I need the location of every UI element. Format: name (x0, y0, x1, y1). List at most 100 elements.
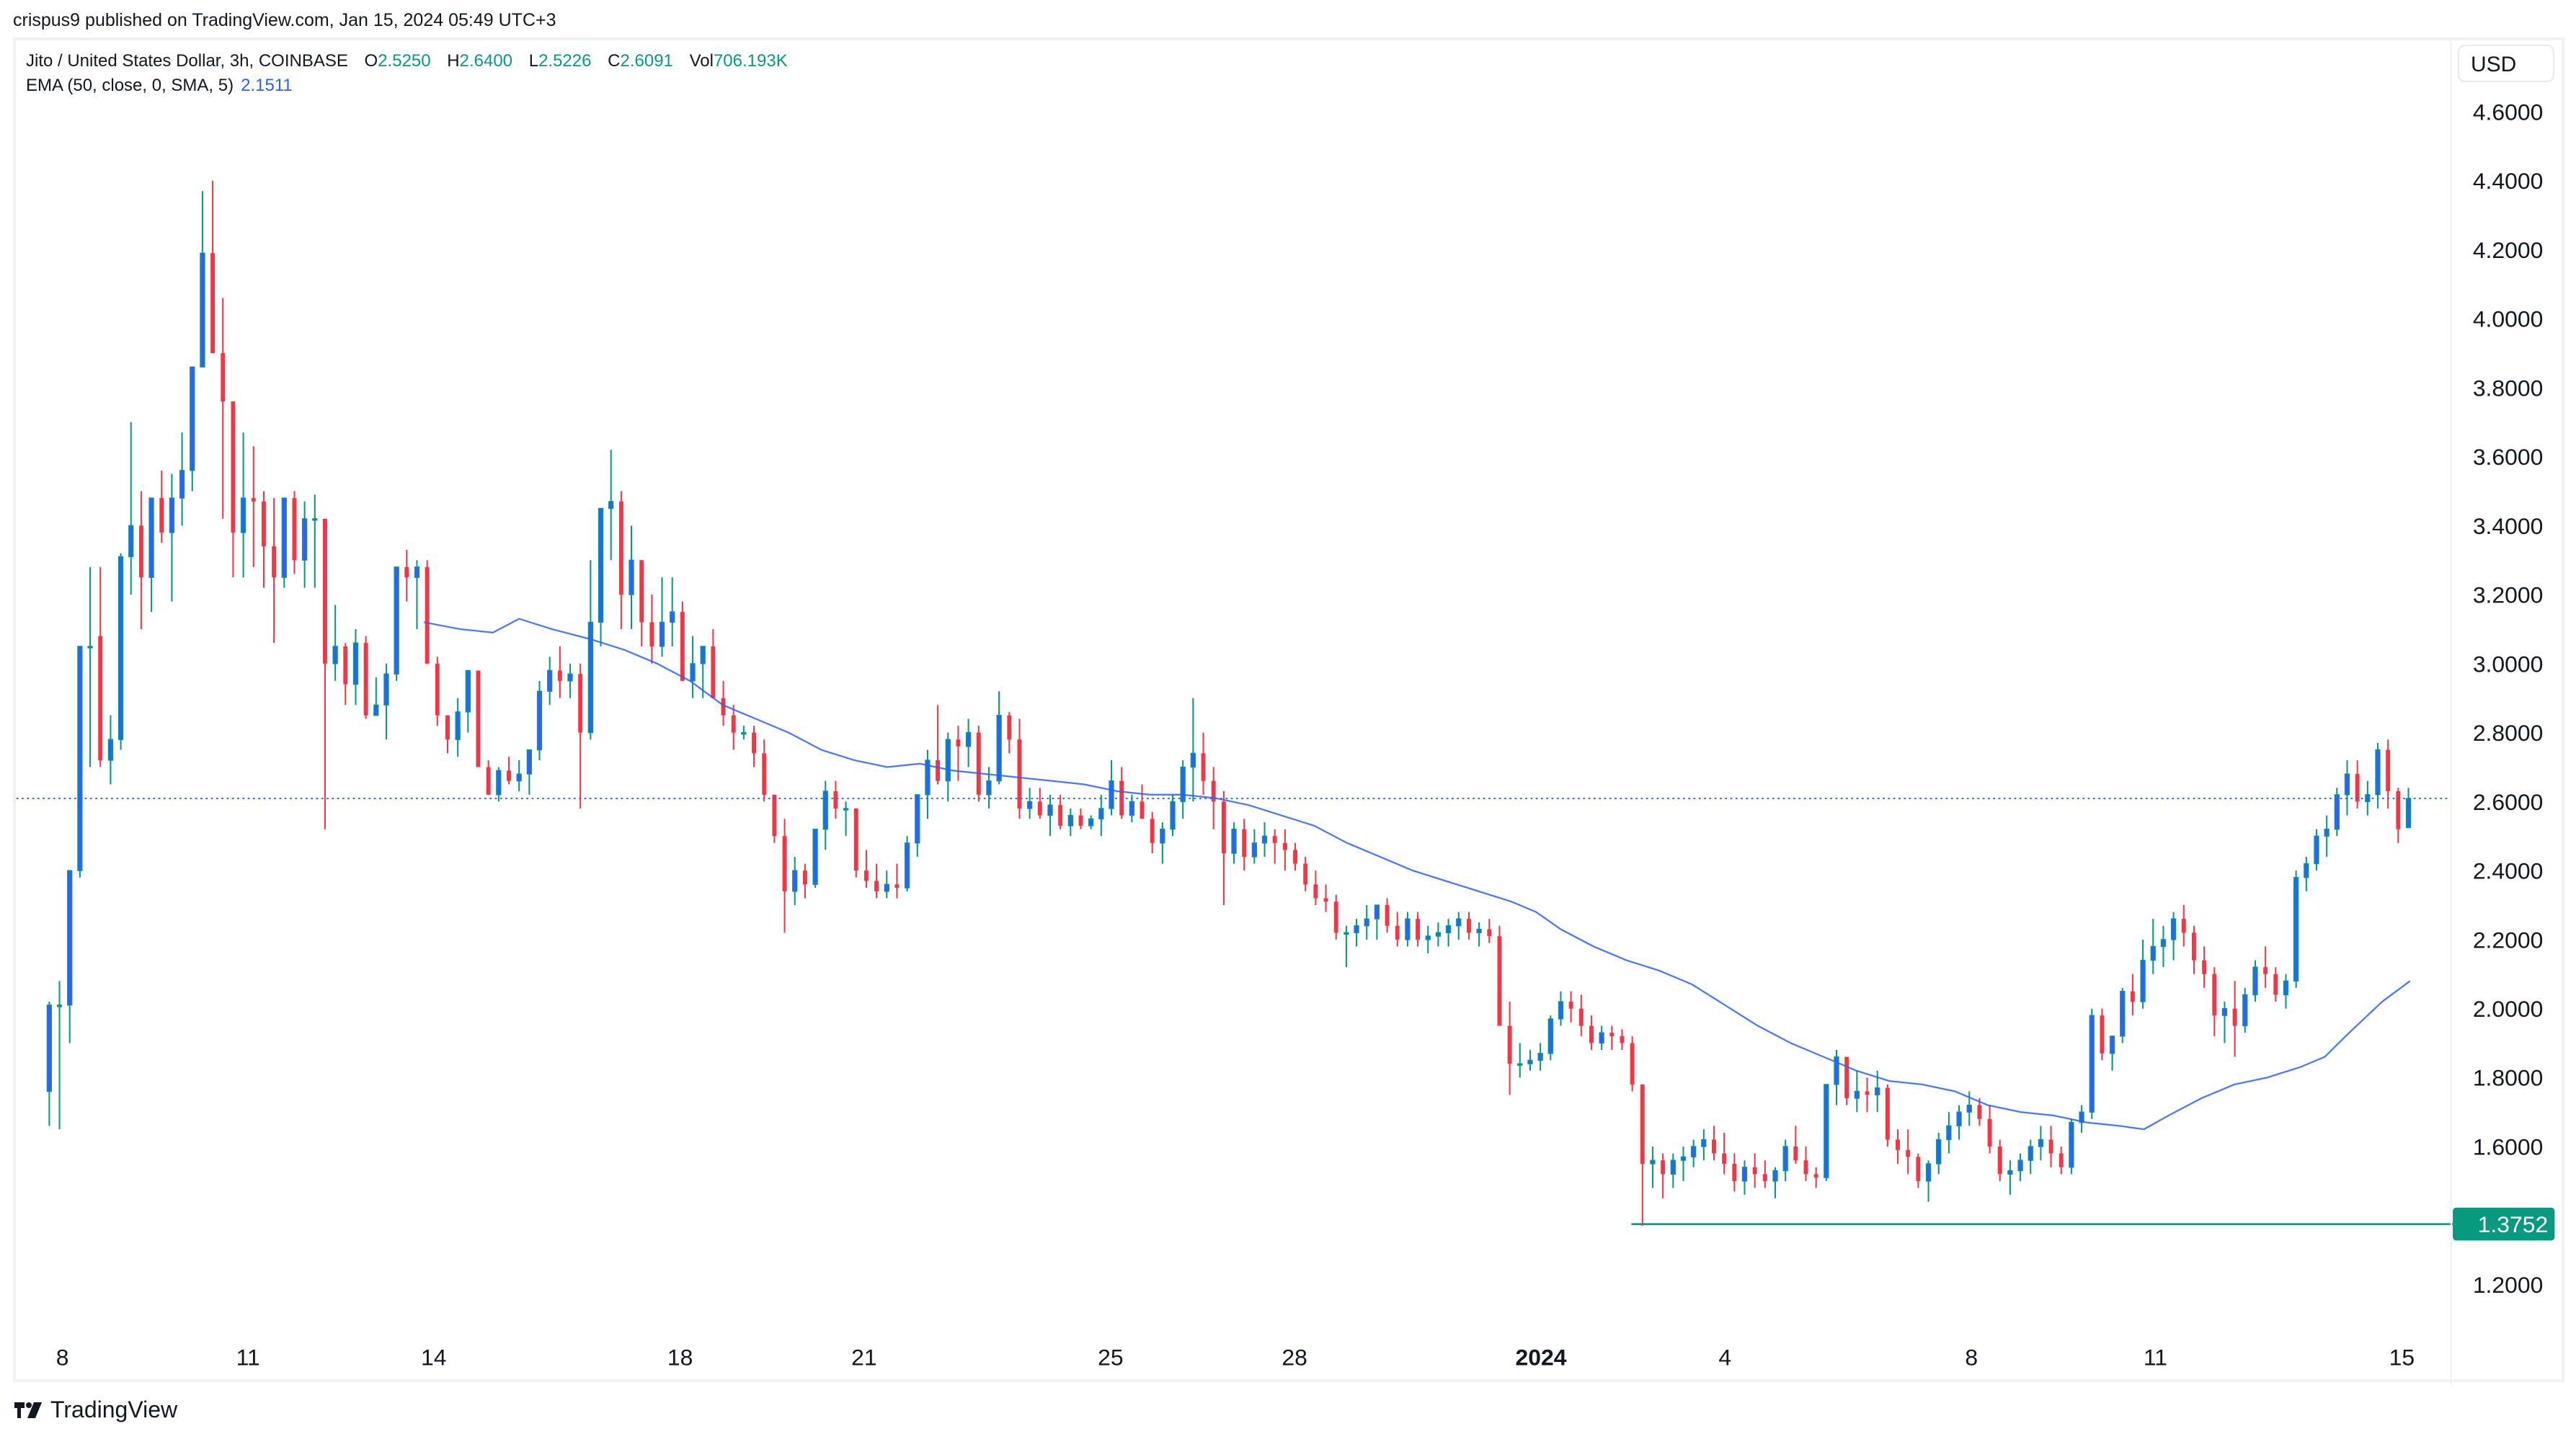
candle-down (1803, 1160, 1808, 1175)
candle-up (465, 669, 471, 713)
candle-down (1762, 1174, 1767, 1181)
candle-up (117, 556, 124, 740)
candle-up (1047, 804, 1053, 816)
price-tick-label: 4.6000 (2473, 99, 2544, 125)
candle-down (874, 881, 879, 891)
candle-up (1558, 1001, 1564, 1020)
candle-up (67, 870, 73, 1006)
candle-up (2252, 966, 2258, 996)
candle-up (373, 704, 379, 716)
chart-frame (13, 37, 2564, 1382)
candle-down (1793, 1146, 1798, 1161)
candle-up (128, 525, 134, 558)
candle-down (1150, 819, 1155, 843)
candle-down (261, 501, 266, 547)
candle-up (1782, 1146, 1788, 1172)
symbol-row: Jito / United States Dollar, 3h, COINBAS… (26, 49, 799, 74)
candle-down (2202, 960, 2207, 974)
candle-up (1547, 1018, 1553, 1054)
candle-up (1067, 814, 1073, 827)
candle-down (2396, 791, 2401, 829)
tradingview-logo-icon (14, 1402, 42, 1418)
svg-text:1.3752: 1.3752 (2478, 1211, 2549, 1237)
candle-up (2028, 1146, 2033, 1161)
candle-up (2160, 939, 2167, 948)
candle-down (1078, 815, 1083, 826)
candle-up (812, 829, 818, 885)
candle-up (1875, 1087, 1880, 1095)
chart-legend: Jito / United States Dollar, 3h, COINBAS… (26, 49, 799, 98)
candle-up (1680, 1156, 1687, 1161)
candle-up (1925, 1163, 1932, 1182)
price-tick-label: 4.2000 (2473, 237, 2544, 263)
candlestick-series (46, 180, 2412, 1226)
candle-up (1374, 904, 1380, 919)
time-axis[interactable]: 8 11 14 18 21 25 28 2024 4 8 11 15 (56, 1344, 2415, 1370)
candle-up (148, 497, 154, 578)
candle-up (2150, 945, 2156, 961)
candle-down (731, 715, 736, 733)
candle-up (1936, 1139, 1942, 1164)
candle-down (1752, 1167, 1757, 1175)
candle-up (301, 518, 308, 561)
candle-down (1732, 1164, 1737, 1181)
candle-down (772, 794, 777, 837)
candle-down (272, 546, 277, 578)
candle-up (107, 739, 114, 761)
tradingview-wordmark: TradingView (50, 1397, 178, 1422)
candle-up (1824, 1084, 1829, 1178)
price-axis[interactable]: 4.6000 4.4000 4.2000 4.0000 3.8000 3.6000 3.40… (2450, 40, 2544, 1385)
candle-up (1364, 918, 1369, 927)
candle-down (1385, 905, 1390, 926)
candle-down (1293, 850, 1298, 864)
volume-label: Vol (689, 51, 714, 71)
candle-down (1416, 919, 1421, 940)
candle-down (1896, 1139, 1901, 1150)
candle-down (1242, 829, 1247, 857)
candle-down (1395, 925, 1400, 940)
close-value: 2.6091 (620, 51, 673, 71)
low-label: L (528, 51, 539, 71)
candle-up (2140, 959, 2146, 1002)
candle-down (1885, 1087, 1890, 1140)
candle-up (1261, 835, 1268, 844)
candle-up (1109, 780, 1114, 809)
candle-down (1977, 1105, 1982, 1119)
high-value: 2.6400 (459, 51, 513, 71)
low-value: 2.5226 (538, 51, 592, 71)
candle-up (547, 669, 553, 692)
tradingview-brand[interactable]: TradingView (14, 1397, 177, 1423)
time-tick-label: 28 (1282, 1344, 1307, 1370)
candle-up (1160, 829, 1165, 844)
candle-down (1323, 898, 1328, 902)
candle-down (578, 674, 583, 733)
ema-indicator-label[interactable]: EMA (50, close, 0, SMA, 5) (26, 76, 234, 95)
candle-down (1578, 1008, 1584, 1026)
candle-up (2079, 1111, 2084, 1123)
candle-down (435, 663, 440, 716)
candle-up (945, 739, 951, 782)
candle-up (2334, 794, 2340, 830)
price-tick-label: 3.6000 (2473, 444, 2544, 470)
candle-up (1026, 801, 1033, 809)
symbol-title[interactable]: Jito / United States Dollar, 3h, COINBAS… (26, 51, 348, 71)
candle-up (496, 770, 502, 796)
candle-down (322, 518, 327, 664)
candle-up (1476, 928, 1482, 933)
candle-down (404, 566, 409, 578)
candle-down (1640, 1084, 1645, 1164)
candle-down (1058, 805, 1063, 826)
candle-down (476, 670, 481, 767)
open-value: 2.5250 (378, 51, 431, 71)
ema-row: EMA (50, close, 0, SMA, 5) 2.1511 (26, 74, 799, 98)
open-label: O (364, 51, 378, 71)
time-tick-label: 11 (236, 1344, 260, 1370)
candle-up (1456, 918, 1462, 927)
price-tick-label: 2.8000 (2473, 720, 2544, 746)
candle-down (1844, 1056, 1849, 1099)
candle-up (2242, 994, 2248, 1027)
candle-down (1221, 801, 1226, 854)
candle-up (536, 690, 543, 751)
currency-button[interactable]: USD (2458, 45, 2554, 82)
